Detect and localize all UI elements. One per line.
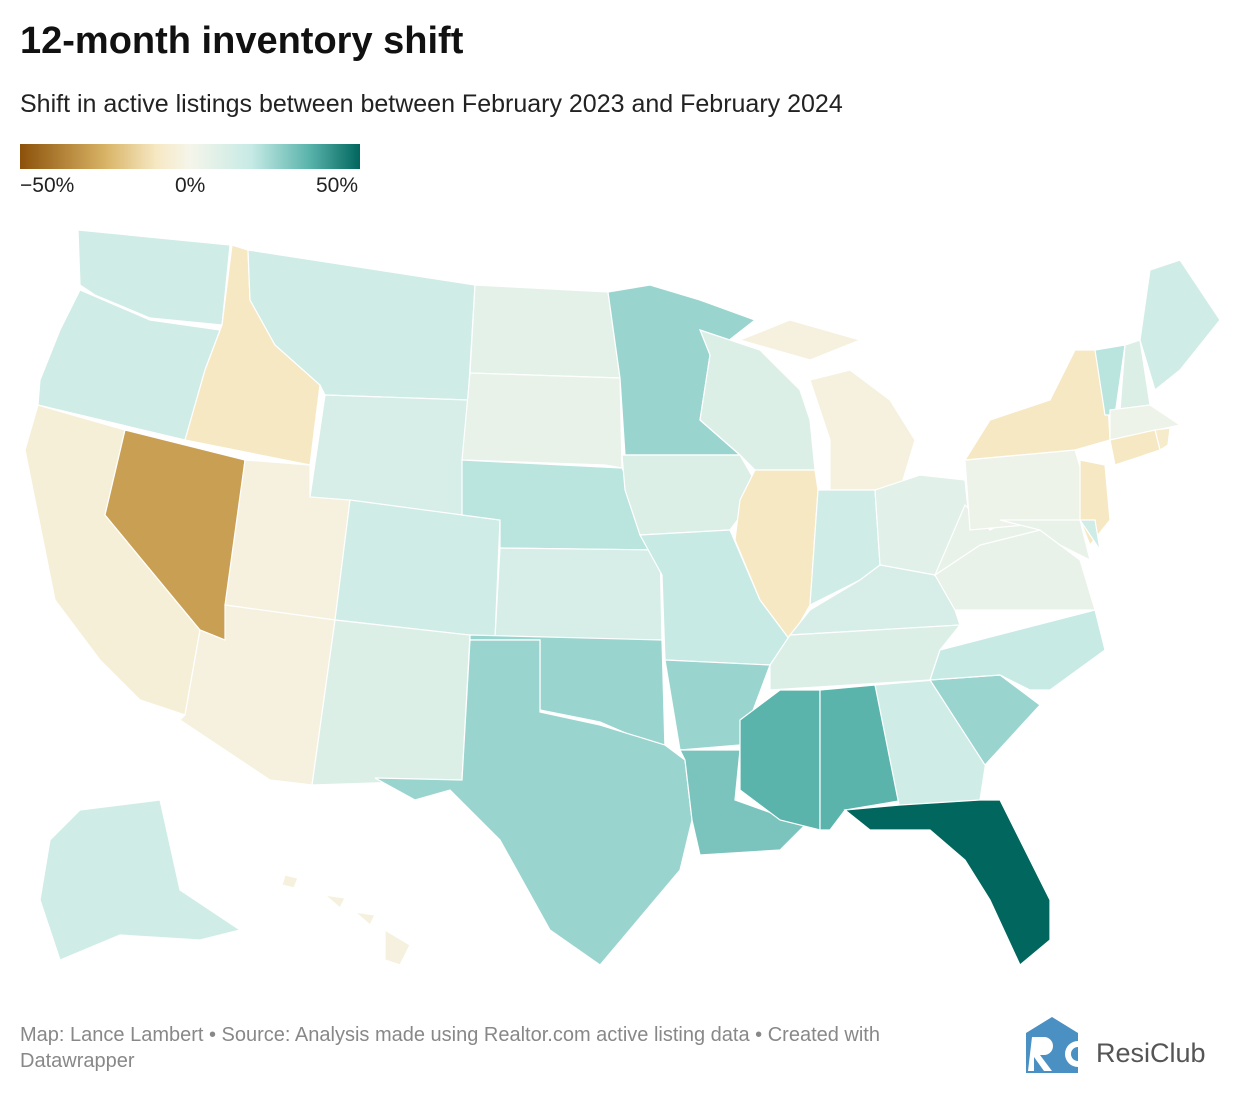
state-co[interactable] <box>334 499 501 639</box>
legend-mid-label: 0% <box>175 174 206 197</box>
state-nc[interactable] <box>929 609 1106 691</box>
state-mi[interactable] <box>738 319 916 491</box>
state-sd[interactable] <box>461 372 623 469</box>
state-ny[interactable] <box>963 349 1111 461</box>
resiclub-logo-icon <box>1026 1017 1078 1073</box>
state-ma[interactable] <box>1109 404 1182 441</box>
state-nm[interactable] <box>311 619 471 786</box>
state-pa[interactable] <box>964 449 1091 531</box>
state-ky[interactable] <box>788 564 961 636</box>
legend-min-label: −50% <box>20 174 75 197</box>
state-az[interactable] <box>179 604 336 786</box>
state-ak[interactable] <box>39 799 242 961</box>
color-legend-bar <box>20 144 360 169</box>
page-title: 12-month inventory shift <box>20 20 464 62</box>
state-hi[interactable] <box>281 874 411 966</box>
subtitle: Shift in active listings between between… <box>20 90 843 118</box>
resiclub-logo-text: ResiClub <box>1096 1038 1206 1068</box>
state-tx[interactable] <box>374 639 693 966</box>
footer-credits: Map: Lance Lambert • Source: Analysis ma… <box>20 1024 880 1072</box>
state-de[interactable] <box>1078 519 1101 551</box>
state-nd[interactable] <box>469 284 621 379</box>
legend-max-label: 50% <box>316 174 359 197</box>
state-ct[interactable] <box>1109 429 1161 466</box>
state-la[interactable] <box>679 749 807 856</box>
state-ks[interactable] <box>494 547 663 641</box>
state-wy[interactable] <box>309 394 469 516</box>
state-md[interactable] <box>999 519 1091 562</box>
state-fl[interactable] <box>843 799 1051 966</box>
state-me[interactable] <box>1139 259 1221 392</box>
state-wa[interactable] <box>77 229 231 326</box>
